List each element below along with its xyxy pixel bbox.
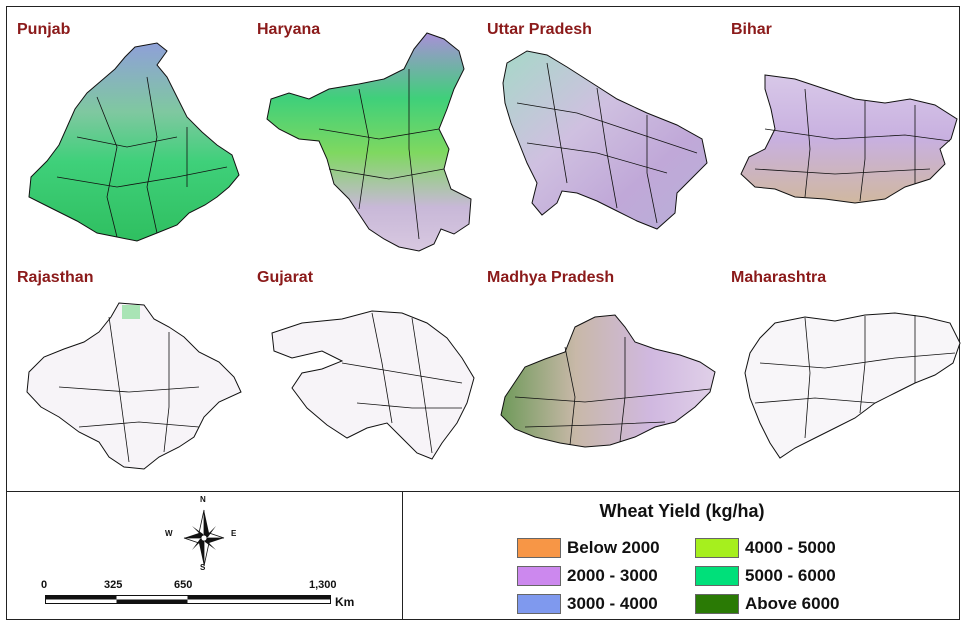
state-title-bihar: Bihar bbox=[731, 21, 772, 38]
compass-south-label: S bbox=[200, 563, 206, 572]
scale-unit: Km bbox=[335, 595, 355, 609]
legend-swatch bbox=[695, 566, 739, 586]
state-title-gujarat: Gujarat bbox=[257, 269, 314, 286]
scale-tick-0: 0 bbox=[41, 579, 48, 591]
legend-swatch bbox=[695, 594, 739, 614]
legend-title: Wheat Yield (kg/ha) bbox=[599, 501, 765, 521]
legend-swatch bbox=[517, 538, 561, 558]
legend-item: 4000 - 5000 bbox=[695, 537, 836, 559]
legend-swatch bbox=[695, 538, 739, 558]
state-title-uttar-pradesh: Uttar Pradesh bbox=[487, 21, 592, 38]
legend-label: Above 6000 bbox=[745, 594, 840, 613]
state-title-madhya-pradesh: Madhya Pradesh bbox=[487, 269, 615, 286]
legend-label: 2000 - 3000 bbox=[567, 566, 658, 585]
map-frame: Punjab Haryana bbox=[6, 6, 961, 620]
state-title-maharashtra: Maharashtra bbox=[731, 269, 827, 286]
state-map-gujarat bbox=[271, 310, 475, 460]
legend-swatch bbox=[517, 566, 561, 586]
state-title-haryana: Haryana bbox=[257, 21, 321, 38]
legend-item: 5000 - 6000 bbox=[695, 565, 836, 587]
state-map-grid: Punjab Haryana bbox=[7, 7, 961, 491]
legend-label: 5000 - 6000 bbox=[745, 566, 836, 585]
state-map-haryana bbox=[266, 32, 472, 252]
legend-item: 2000 - 3000 bbox=[517, 565, 658, 587]
state-map-maharashtra bbox=[744, 312, 961, 459]
legend-item: Above 6000 bbox=[695, 593, 840, 615]
compass-north-label: N bbox=[200, 495, 206, 504]
legend-item: 3000 - 4000 bbox=[517, 593, 658, 615]
state-title-rajasthan: Rajasthan bbox=[17, 269, 94, 286]
scale-bar bbox=[45, 595, 331, 604]
compass-east-label: E bbox=[231, 529, 237, 538]
state-map-uttar-pradesh bbox=[502, 50, 708, 230]
scale-tick-1300: 1,300 bbox=[309, 579, 337, 591]
state-map-bihar bbox=[740, 74, 958, 204]
panel-divider-horizontal bbox=[7, 491, 959, 492]
state-map-punjab bbox=[28, 42, 240, 242]
compass-west-label: W bbox=[165, 529, 173, 538]
scale-tick-325: 325 bbox=[104, 579, 123, 591]
legend-item: Below 2000 bbox=[517, 537, 660, 559]
state-map-rajasthan bbox=[26, 302, 242, 470]
compass-rose-icon bbox=[183, 509, 225, 567]
legend-label: 4000 - 5000 bbox=[745, 538, 836, 557]
legend-label: 3000 - 4000 bbox=[567, 594, 658, 613]
legend-label: Below 2000 bbox=[567, 538, 660, 557]
panel-divider-vertical bbox=[402, 491, 403, 619]
legend-swatch bbox=[517, 594, 561, 614]
state-title-punjab: Punjab bbox=[17, 21, 71, 38]
scale-tick-650: 650 bbox=[174, 579, 193, 591]
state-map-madhya-pradesh bbox=[500, 314, 716, 448]
